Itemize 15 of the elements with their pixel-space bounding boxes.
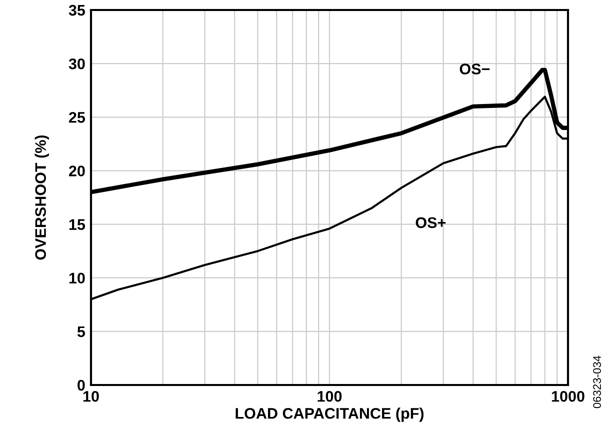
y-tick-label: 20 bbox=[68, 166, 85, 176]
x-axis-title: LOAD CAPACITANCE (pF) bbox=[236, 408, 424, 422]
y-tick-label: 15 bbox=[69, 219, 86, 230]
y-tick-label: 0 bbox=[78, 380, 85, 391]
x-tick-label: 100 bbox=[318, 390, 342, 402]
text: OS− bbox=[460, 64, 490, 74]
text: OS+ bbox=[416, 217, 446, 228]
y-tick-label: 30 bbox=[68, 58, 85, 70]
y-tick-label: 10 bbox=[69, 272, 85, 284]
y-tick-label: 35 bbox=[68, 4, 86, 16]
y-tick-label: 5 bbox=[77, 326, 86, 338]
y-axis-title: OVERSHOOT (%) bbox=[34, 135, 50, 260]
x-tick-label: 1000 bbox=[552, 390, 584, 402]
text: 06323-034 bbox=[593, 356, 601, 408]
y-tick-label: 25 bbox=[68, 112, 86, 123]
